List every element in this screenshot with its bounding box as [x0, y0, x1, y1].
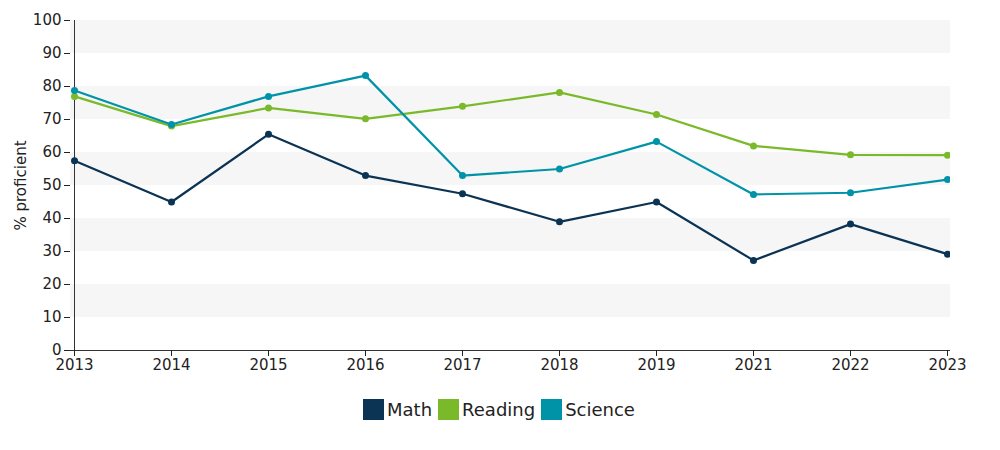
svg-text:30: 30 — [42, 242, 61, 260]
svg-text:2016: 2016 — [346, 356, 384, 374]
html-text:Science: Science — [565, 399, 635, 420]
svg-text:2014: 2014 — [152, 356, 190, 374]
svg-text:50: 50 — [42, 176, 61, 194]
svg-text:100: 100 — [33, 11, 62, 29]
svg-text:2023: 2023 — [928, 356, 966, 374]
svg-text:40: 40 — [42, 209, 61, 227]
svg-text:2021: 2021 — [734, 356, 772, 374]
html-text:Reading: Reading — [462, 399, 536, 420]
svg-text:60: 60 — [42, 143, 61, 161]
svg-text:70: 70 — [42, 110, 61, 128]
svg-text:90: 90 — [42, 44, 61, 62]
svg-text:2018: 2018 — [540, 356, 578, 374]
svg-text:2015: 2015 — [249, 356, 287, 374]
svg-text:2013: 2013 — [55, 356, 93, 374]
svg-text:0: 0 — [52, 341, 62, 360]
svg-text:20: 20 — [42, 275, 61, 293]
svg-text:% proficient: % proficient — [12, 140, 30, 230]
svg-text:10: 10 — [42, 308, 61, 326]
svg-text:80: 80 — [42, 77, 61, 95]
svg-text:2017: 2017 — [443, 356, 481, 374]
svg-text:2022: 2022 — [831, 356, 869, 374]
html-text:Math: Math — [387, 399, 433, 420]
svg-text:2019: 2019 — [637, 356, 675, 374]
